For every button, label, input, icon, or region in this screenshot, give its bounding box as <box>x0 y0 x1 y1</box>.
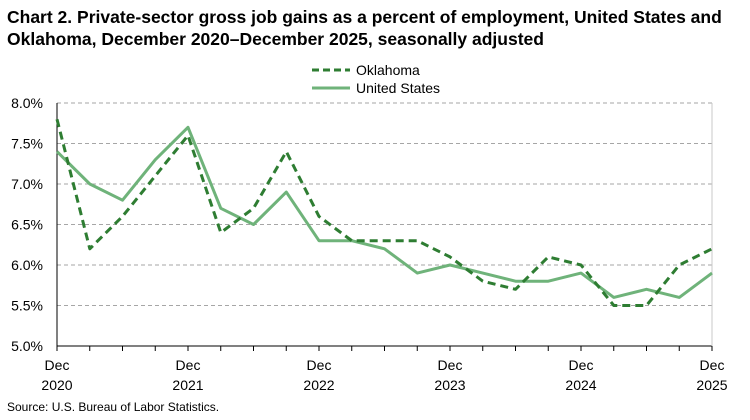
y-tick-label: 5.0% <box>11 338 43 354</box>
x-tick-label-month: Dec <box>45 357 70 373</box>
x-tick-label-year: 2025 <box>696 377 727 393</box>
legend-label-oklahoma: Oklahoma <box>356 62 420 78</box>
chart-title: Chart 2. Private-sector gross job gains … <box>7 7 722 49</box>
x-tick-label-month: Dec <box>307 357 332 373</box>
y-tick-label: 6.5% <box>11 217 43 233</box>
series-line-united-states <box>55 125 713 299</box>
x-tick-label-year: 2022 <box>303 377 334 393</box>
x-tick-label-month: Dec <box>176 357 201 373</box>
legend: Oklahoma United States <box>312 62 440 96</box>
x-tick-label-month: Dec <box>438 357 463 373</box>
y-tick-labels: 5.0% 5.5% 6.0% 6.5% 7.0% 7.5% 8.0% <box>11 95 43 354</box>
y-tick-label: 5.5% <box>11 298 43 314</box>
x-tick-label-year: 2023 <box>434 377 465 393</box>
y-tick-label: 7.0% <box>11 176 43 192</box>
series-lines <box>55 118 713 307</box>
x-tick-label-year: 2024 <box>565 377 596 393</box>
x-tick-label-month: Dec <box>700 357 725 373</box>
x-tick-labels: Dec 2020 Dec 2021 Dec 2022 Dec 2023 Dec 2024 Dec 20… <box>41 357 727 393</box>
series-line-oklahoma <box>55 118 713 307</box>
source-note: Source: U.S. Bureau of Labor Statistics. <box>7 400 220 414</box>
gridlines <box>57 102 712 306</box>
legend-label-united-states: United States <box>356 80 440 96</box>
x-tick-label-year: 2020 <box>41 377 72 393</box>
x-tick-label-year: 2021 <box>172 377 203 393</box>
y-tick-label: 8.0% <box>11 95 43 111</box>
axes <box>56 103 713 351</box>
y-tick-label: 7.5% <box>11 136 43 152</box>
y-tick-label: 6.0% <box>11 257 43 273</box>
x-tick-label-month: Dec <box>569 357 594 373</box>
